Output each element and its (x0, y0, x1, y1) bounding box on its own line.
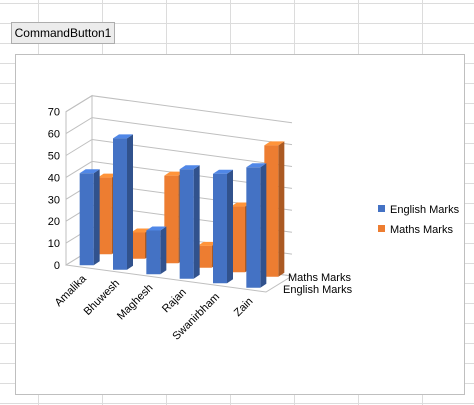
gridline (65, 95, 293, 124)
bar-front (197, 245, 212, 268)
command-button[interactable]: CommandButton1 (11, 22, 115, 44)
chart-area[interactable]: 0 10 20 30 40 50 60 70 Amalika Bhuwesh Maghesh Raj… (15, 54, 465, 395)
bar-side (227, 169, 233, 284)
y-tick-label: 20 (48, 216, 60, 228)
legend-swatch (378, 225, 385, 232)
bar (113, 134, 133, 270)
bar-front (113, 138, 127, 270)
bar (79, 169, 100, 266)
y-tick-label: 40 (48, 172, 60, 184)
bar-top (197, 241, 218, 246)
depth-label: Maths Marks (288, 272, 351, 284)
bar (264, 141, 285, 277)
bar-top (79, 169, 100, 174)
bar-side (127, 134, 133, 270)
y-axis: 0 10 20 30 40 50 60 70 (48, 107, 60, 272)
bar-front (246, 167, 261, 288)
bar-top (113, 134, 133, 139)
y-tick-label: 60 (48, 129, 60, 141)
y-tick-label: 0 (54, 260, 60, 272)
bar (213, 169, 233, 284)
bar-front (97, 177, 112, 255)
bar-front (146, 230, 161, 275)
bar-side (260, 163, 267, 288)
bars (79, 134, 285, 288)
bar-front (264, 145, 279, 277)
legend-entry: Maths Marks (390, 224, 453, 236)
bar-top (213, 169, 233, 174)
bar-top (97, 173, 118, 178)
bar-side (278, 141, 285, 277)
y-tick-label: 10 (48, 238, 60, 250)
legend-entry: English Marks (390, 204, 460, 216)
bar-front (231, 206, 245, 273)
category-label: Zain (232, 295, 256, 319)
category-label: Rajan (160, 286, 189, 315)
bar-side (160, 226, 167, 275)
bar-front (79, 173, 94, 266)
legend-swatch (378, 205, 385, 212)
y-tick-label: 30 (48, 194, 60, 206)
category-label: Maghesh (115, 282, 155, 322)
bar-side (93, 169, 100, 266)
gridline (65, 138, 293, 167)
bar-top (264, 141, 285, 146)
bar-front (131, 232, 145, 259)
bar-front (179, 169, 194, 279)
y-tick-label: 70 (48, 107, 60, 119)
y-tick-label: 50 (48, 151, 60, 163)
bar-top (246, 163, 267, 168)
depth-label: English Marks (283, 284, 353, 296)
bar (179, 165, 200, 279)
category-label: Amalika (53, 272, 90, 309)
bar (246, 163, 267, 288)
bar-side (193, 165, 200, 279)
bar-top (231, 202, 251, 207)
bar-top (179, 165, 200, 170)
bar (146, 226, 167, 275)
bar-top (164, 171, 185, 176)
bar-front (164, 175, 179, 264)
bar-top (131, 228, 151, 233)
legend: English Marks Maths Marks (378, 204, 460, 236)
gridline (65, 117, 293, 146)
bar-top (146, 226, 167, 231)
bar-front (213, 173, 227, 284)
